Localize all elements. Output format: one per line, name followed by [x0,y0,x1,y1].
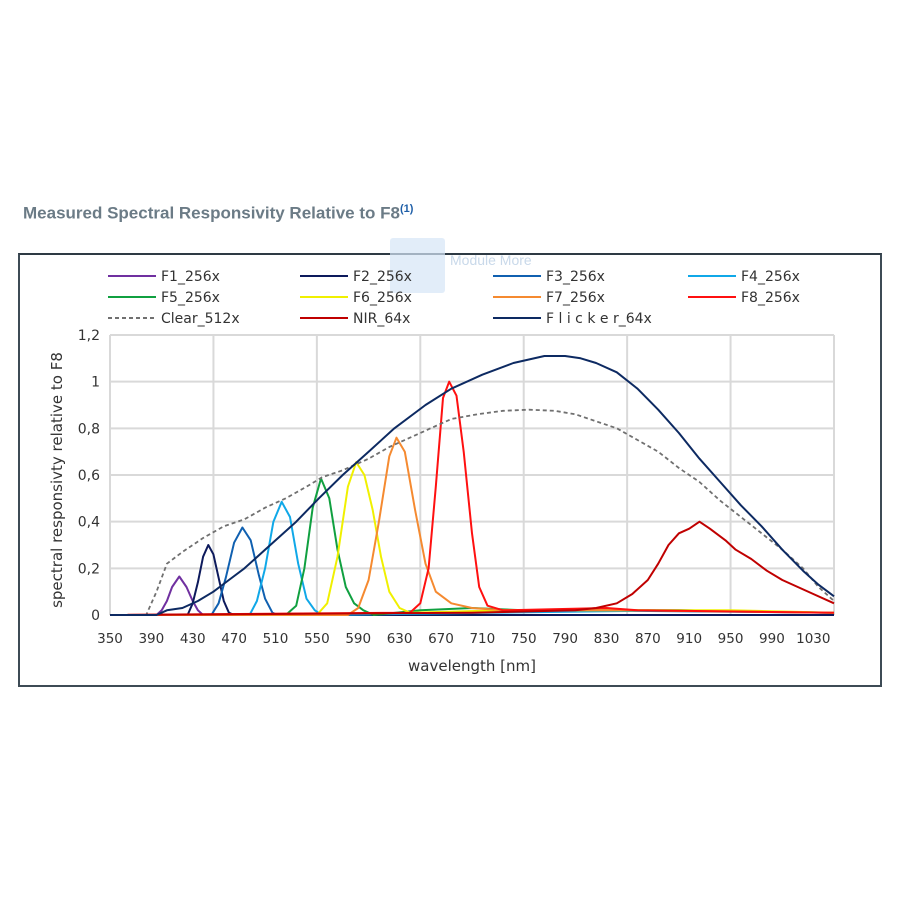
legend-item: F1_256x [108,269,220,285]
x-tick-label: 350 [97,631,123,647]
title-text: Measured Spectral Responsivity Relative … [23,203,400,223]
legend-item: F7_256x [493,290,605,306]
series-line-clear512x [110,408,835,616]
legend-label: NIR_64x [353,311,410,327]
x-tick-label: 910 [676,631,702,647]
legend-label: F8_256x [741,290,800,306]
y-tick-label: 0 [91,608,100,624]
series-line-f5256x [110,477,835,616]
y-tick-label: 0,6 [78,468,100,484]
legend-item: F3_256x [493,269,605,285]
y-tick-label: 1,2 [78,328,100,344]
legend-label: F1_256x [161,269,220,285]
series-line-f1256x [110,575,834,616]
title-footnote: (1) [399,203,414,215]
y-tick-label: 1 [91,375,100,391]
chart-frame [18,253,882,687]
watermark-logo-icon [390,238,445,293]
x-tick-label: 590 [345,631,371,647]
legend-item: F6_256x [300,290,412,306]
x-tick-label: 830 [594,631,620,647]
legend-item: F l i c k e r_64x [493,311,652,327]
x-tick-label: 390 [138,631,164,647]
legend-item: F2_256x [300,269,412,285]
series-line-f4256x [110,500,835,616]
x-tick-label: 550 [304,631,330,647]
legend-item: Clear_512x [108,311,240,327]
y-tick-label: 0,2 [78,561,100,577]
x-tick-label: 470 [221,631,247,647]
x-tick-label: 950 [718,631,744,647]
watermark-text: Module More [450,252,532,268]
legend-item: F4_256x [688,269,800,285]
legend-label: F3_256x [546,269,605,285]
legend-label: F4_256x [741,269,800,285]
x-tick-label: 710 [469,631,495,647]
x-axis-label: wavelength [nm] [408,657,536,675]
x-tick-label: 510 [263,631,289,647]
legend-label: Clear_512x [161,311,240,327]
legend-item: F8_256x [688,290,800,306]
legend-label: F7_256x [546,290,605,306]
series-line-flicker64x [110,355,835,616]
legend-item: F5_256x [108,290,220,306]
x-tick-label: 1030 [796,631,830,647]
legend-item: NIR_64x [300,311,410,327]
x-tick-label: 430 [180,631,206,647]
chart-title: Measured Spectral Responsivity Relative … [23,203,413,224]
y-tick-label: 0,4 [78,515,100,531]
x-tick-label: 790 [552,631,578,647]
series-line-f8256x [109,380,835,616]
legend-label: F l i c k e r_64x [546,311,652,327]
y-tick-label: 0,8 [78,421,100,437]
x-tick-label: 750 [511,631,537,647]
y-axis-label: spectral responsivty relative to F8 [48,352,66,608]
legend-label: F2_256x [353,269,412,285]
x-tick-label: 670 [428,631,454,647]
x-tick-label: 870 [635,631,661,647]
legend-label: F5_256x [161,290,220,306]
x-tick-label: 630 [387,631,413,647]
x-tick-label: 990 [759,631,785,647]
series-line-f7256x [110,436,835,616]
legend-label: F6_256x [353,290,412,306]
series-line-nir64x [109,520,835,616]
